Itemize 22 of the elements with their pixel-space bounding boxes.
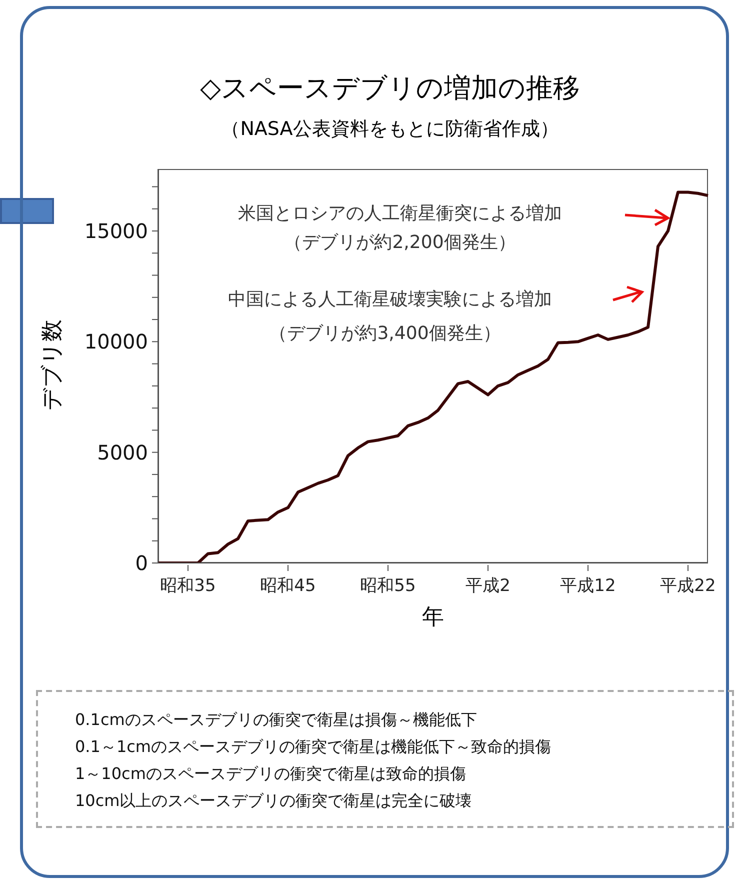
y-tick-label: 15000 xyxy=(84,218,148,243)
y-tick-label: 0 xyxy=(135,551,148,575)
chart-subtitle: （NASA公表資料をもとに防衛省作成） xyxy=(220,117,560,142)
annotation: 中国による人工衛星破壊実験による増加 xyxy=(227,288,553,311)
x-tick-label: 昭和45 xyxy=(260,576,316,596)
text: 1～10cmのスペースデブリの衝突で衛星は致命的損傷 xyxy=(75,764,466,785)
x-tick-label: 平成2 xyxy=(466,576,510,596)
x-tick-label: 平成22 xyxy=(660,576,716,596)
text: 10cm以上のスペースデブリの衝突で衛星は完全に破壊 xyxy=(75,791,472,812)
text: 0.1cmのスペースデブリの衝突で衛星は損傷～機能低下 xyxy=(75,710,477,731)
y-tick-label: 5000 xyxy=(97,440,148,464)
text: 0.1～1cmのスペースデブリの衝突で衛星は機能低下～致命的損傷 xyxy=(75,737,552,758)
y-axis-title: デブリ数 xyxy=(39,320,66,410)
x-axis-title: 年 xyxy=(421,604,445,632)
x-tick-label: 平成12 xyxy=(560,576,616,596)
annotation: 米国とロシアの人工衛星衝突による増加 xyxy=(237,202,563,225)
annotation: （デブリが約3,400個発生） xyxy=(269,323,501,344)
x-tick-label: 昭和55 xyxy=(360,576,416,596)
chart-title: ◇スペースデブリの増加の推移 xyxy=(199,72,581,106)
y-tick-label: 10000 xyxy=(84,330,148,354)
x-tick-label: 昭和35 xyxy=(160,576,216,596)
annotation: （デブリが約2,200個発生） xyxy=(283,231,517,254)
